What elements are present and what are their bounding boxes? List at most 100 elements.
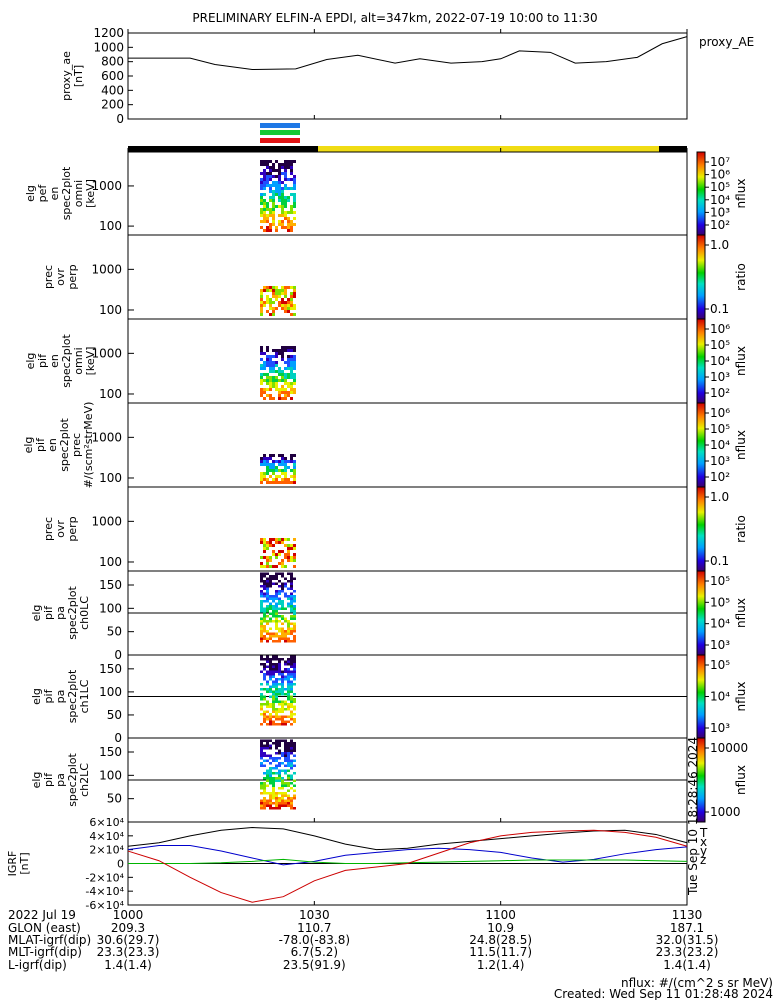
spec-4-cell [263,478,266,481]
xrow-1-value-3: 187.1 [670,921,704,935]
spec-5-cell [287,559,290,562]
spec-6-cell [275,597,278,600]
spec-2-cell [272,286,275,289]
spec-8-cell [260,742,263,745]
spec-2-cell [290,307,293,310]
spec-6-cell [281,582,284,585]
spec-2-cell [266,298,269,301]
spec-1-cell [281,181,284,184]
spec-2-cell [266,286,269,289]
spec-3-cell [272,367,275,370]
colorbar-3 [696,318,706,404]
spec-8-cell [278,764,281,767]
spec-1-cell [266,208,269,211]
spec-1-cell [281,163,284,166]
spec-7-cell [284,693,287,696]
spec-2-cell [275,286,278,289]
spec-7-cell [266,705,269,708]
spec-7-cell [281,675,284,678]
spec-1-cell [281,187,284,190]
spec-2-cell [263,301,266,304]
spec-1-cell [263,187,266,190]
spec-1-cell [266,160,269,163]
xrow-2-value-3: 32.0(31.5) [656,933,719,947]
spec-4-cell [260,457,263,460]
spec-1-cell [269,208,272,211]
spec-1-cell [272,196,275,199]
spec-5-cells [260,538,296,568]
spec-6-cell [278,640,281,643]
igrf-ytick-label-6: 6×10⁴ [89,816,124,829]
spec-6-cell [260,610,263,613]
spec-8-cell [275,804,278,807]
spec-8-cell [266,759,269,762]
spec-1-cell [278,187,281,190]
spec-6-cell [290,585,293,588]
spec-3-cells [260,346,296,400]
spec-8-cell [287,752,290,755]
spec-6-cell [272,575,275,578]
spec-5-cell [278,538,281,541]
spec-8-cell [290,787,293,790]
spec-1-cell [284,211,287,214]
spec-8-cell [281,782,284,785]
spec-panel-8: 50 100 150 elg pif pa spec2plot ch2LC 1000 10000 n… [30,737,748,823]
spec-8-cell [281,777,284,780]
spec-1-cell [260,172,263,175]
spec-6-cell [284,577,287,580]
spec-4-cell [281,463,284,466]
spec-3-cell [290,367,293,370]
spec-7-cell [275,683,278,686]
spec-3-cell [287,367,290,370]
spec-3-cell [266,382,269,385]
spec-7-cell [263,665,266,668]
spec-panel-6: 0 50 100 150 elg pif pa spec2plot ch0LC 10³ 10⁴ 10⁵… [30,570,748,662]
spec-2-ylabel-line-0: prec [42,265,55,289]
spec-7-cell [260,713,263,716]
spec-6-cell [281,607,284,610]
spec-1-cell [266,184,269,187]
spec-7-cell [275,698,278,701]
spec-1-cell [263,205,266,208]
colorbar-3-tick-label-3: 10⁵ [710,338,730,352]
spec-8-cell [281,797,284,800]
spec-8-ytick-label-1: 100 [99,768,122,782]
spec-5-cell [287,544,290,547]
spec-1-cell [290,172,293,175]
spec-2-cell [263,289,266,292]
spec-3-cell [293,391,296,394]
spec-7-cell [260,698,263,701]
spec-7-cell [272,665,275,668]
spec-2-cell [272,289,275,292]
spec-5-ytick-label-1: 1000 [91,514,122,528]
spec-8-cell [287,747,290,750]
spec-6-cell [263,585,266,588]
spec-6-cell [260,640,263,643]
spec-5-cell [287,556,290,559]
spec-7-cell [287,668,290,671]
spec-6-cell [263,615,266,618]
spec-8-cell [281,754,284,757]
spec-4-cell [269,457,272,460]
spec-6-ytick-label-2: 100 [99,601,122,615]
spec-7-cell [275,708,278,711]
spec-3-cell [284,376,287,379]
spec-4-cell [287,466,290,469]
spec-8-cell [260,804,263,807]
spec-8-cell [260,752,263,755]
spec-7-cell [275,688,278,691]
spec-3-cell [275,376,278,379]
igrf-series-z [127,829,688,903]
spec-3-cell [293,349,296,352]
spec-8-cell [281,769,284,772]
spec-8-cell [266,772,269,775]
spec-6-cell [260,600,263,603]
xrow-3-value-1: 6.7(5.2) [291,945,339,959]
spec-5-cell [293,547,296,550]
spec-8-cell [284,757,287,760]
spec-8-cell [281,739,284,742]
spec-7-cell [260,670,263,673]
spec-7-cell [260,663,263,666]
spec-3-cell [287,382,290,385]
spec-7-cell [278,723,281,726]
